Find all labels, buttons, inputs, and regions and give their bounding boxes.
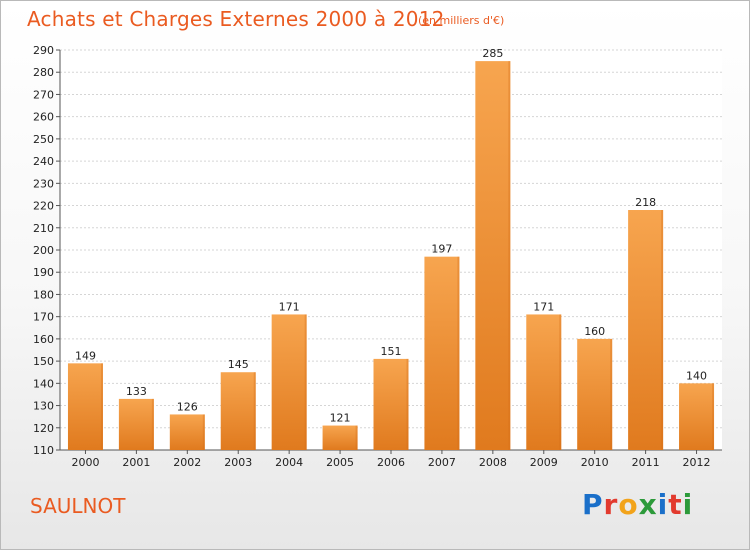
y-tick-label: 120 (33, 422, 54, 435)
x-tick-label: 2011 (632, 456, 660, 469)
x-tick-label: 2009 (530, 456, 558, 469)
x-tick-label: 2002 (173, 456, 201, 469)
y-tick-label: 220 (33, 200, 54, 213)
x-tick-label: 2007 (428, 456, 456, 469)
bar-edge (151, 398, 154, 450)
logo-letter: r (603, 488, 619, 521)
logo-letter: t (668, 488, 683, 521)
bar-edge (304, 314, 307, 450)
bar-value-label: 218 (635, 196, 656, 209)
y-tick-label: 260 (33, 111, 54, 124)
bar (220, 372, 256, 450)
y-tick-label: 150 (33, 355, 54, 368)
y-tick-label: 270 (33, 88, 54, 101)
logo-letter: P (582, 488, 604, 521)
bar (118, 398, 154, 450)
bar (271, 314, 307, 450)
bar (577, 338, 613, 450)
y-tick-label: 210 (33, 222, 54, 235)
chart-title: Achats et Charges Externes 2000 à 2012 (27, 7, 445, 31)
y-tick-label: 110 (33, 444, 54, 457)
logo-letter: o (618, 488, 639, 521)
bar-value-label: 197 (431, 243, 452, 256)
logo-letter: i (682, 488, 694, 521)
bar-edge (610, 338, 613, 450)
commune-name: SAULNOT (30, 494, 126, 518)
bar-edge (202, 414, 205, 450)
bar-value-label: 145 (228, 358, 249, 371)
x-tick-label: 2004 (275, 456, 303, 469)
bar-edge (559, 314, 562, 450)
bar-value-label: 171 (279, 300, 300, 313)
x-tick-label: 2006 (377, 456, 405, 469)
bar-edge (508, 61, 511, 450)
bar-edge (253, 372, 256, 450)
bar-value-label: 285 (482, 47, 503, 60)
bar-edge (355, 425, 358, 450)
y-tick-label: 250 (33, 133, 54, 146)
bar-value-label: 160 (584, 325, 605, 338)
logo-letter: x (638, 488, 658, 521)
x-tick-label: 2000 (71, 456, 99, 469)
bar-value-label: 171 (533, 300, 554, 313)
bar-value-label: 149 (75, 349, 96, 362)
bar (475, 61, 511, 450)
y-tick-label: 240 (33, 155, 54, 168)
y-tick-label: 140 (33, 377, 54, 390)
y-tick-label: 200 (33, 244, 54, 257)
bar-edge (406, 358, 409, 450)
x-tick-label: 2005 (326, 456, 354, 469)
y-tick-label: 190 (33, 266, 54, 279)
bar (526, 314, 562, 450)
bar-value-label: 121 (330, 412, 351, 425)
bar (628, 210, 664, 450)
bar (322, 425, 358, 450)
x-tick-label: 2012 (683, 456, 711, 469)
y-tick-label: 290 (33, 44, 54, 57)
bar-edge (661, 210, 664, 450)
x-tick-label: 2001 (122, 456, 150, 469)
bar-edge (457, 256, 460, 450)
x-tick-label: 2003 (224, 456, 252, 469)
bar-value-label: 140 (686, 369, 707, 382)
y-tick-label: 130 (33, 400, 54, 413)
bar (67, 363, 103, 450)
y-tick-label: 160 (33, 333, 54, 346)
proxiti-logo[interactable]: Proxiti (582, 488, 693, 521)
y-tick-label: 180 (33, 288, 54, 301)
x-tick-label: 2008 (479, 456, 507, 469)
bar (424, 256, 460, 450)
bar (373, 358, 409, 450)
bar (679, 383, 715, 450)
bar-value-label: 126 (177, 400, 198, 413)
bar-value-label: 133 (126, 385, 147, 398)
logo-letter: i (657, 488, 669, 521)
y-tick-label: 230 (33, 177, 54, 190)
y-tick-label: 170 (33, 311, 54, 324)
bar-value-label: 151 (381, 345, 402, 358)
bar-edge (100, 363, 103, 450)
bar-edge (712, 383, 715, 450)
bar (169, 414, 205, 450)
x-tick-label: 2010 (581, 456, 609, 469)
chart-subtitle: (en milliers d'€) (418, 14, 505, 27)
y-tick-label: 280 (33, 66, 54, 79)
